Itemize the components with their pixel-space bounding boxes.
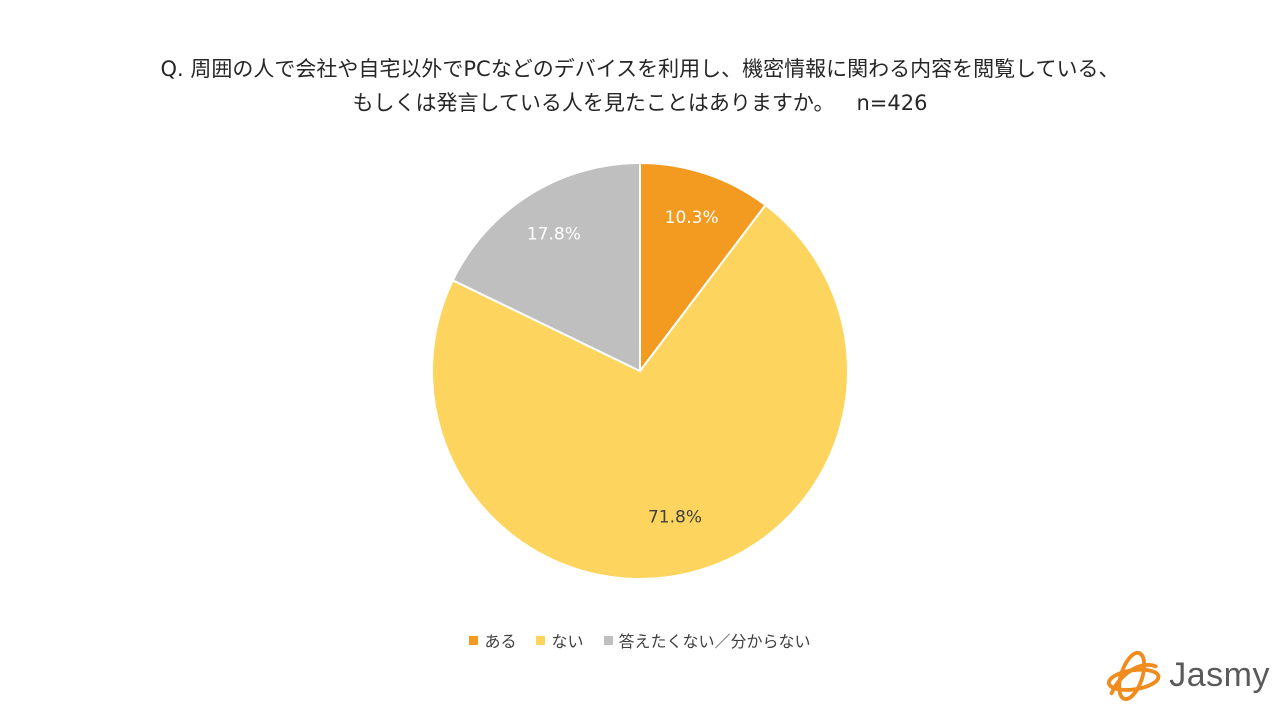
- pie-slice-1: [639, 161, 767, 374]
- chart-title: Q. 周囲の人で会社や自宅以外でPCなどのデバイスを利用し、機密情報に関わる内容…: [0, 52, 1280, 120]
- slice-label-1: 10.3%: [665, 208, 719, 228]
- jasmy-logo-icon: [1106, 650, 1161, 701]
- sample-size: n=426: [856, 91, 928, 115]
- title-line-2: もしくは発言している人を見たことはありますか。 n=426: [0, 86, 1280, 120]
- pie-slice-3: [451, 161, 641, 373]
- legend-label: ある: [484, 632, 517, 651]
- legend-item-3: 答えたくない／分からない: [603, 628, 811, 652]
- legend-swatch: [469, 635, 479, 645]
- legend: ある ない 答えたくない／分からない: [0, 628, 1280, 652]
- legend-swatch: [536, 635, 546, 645]
- legend-item-2: ない: [536, 628, 584, 652]
- slice-label-3: 17.8%: [527, 225, 581, 245]
- title-question: もしくは発言している人を見たことはありますか。: [352, 91, 835, 115]
- slice-label-2: 71.8%: [648, 508, 702, 528]
- legend-swatch: [603, 635, 613, 645]
- legend-item-1: ある: [469, 628, 516, 652]
- title-line-1: Q. 周囲の人で会社や自宅以外でPCなどのデバイスを利用し、機密情報に関わる内容…: [160, 57, 1120, 81]
- legend-label: ない: [551, 632, 584, 651]
- pie-slice-2: [431, 203, 849, 580]
- jasmy-logo: Jasmy: [1100, 640, 1270, 710]
- logo-text: Jasmy: [1169, 655, 1270, 694]
- legend-label: 答えたくない／分からない: [618, 632, 811, 651]
